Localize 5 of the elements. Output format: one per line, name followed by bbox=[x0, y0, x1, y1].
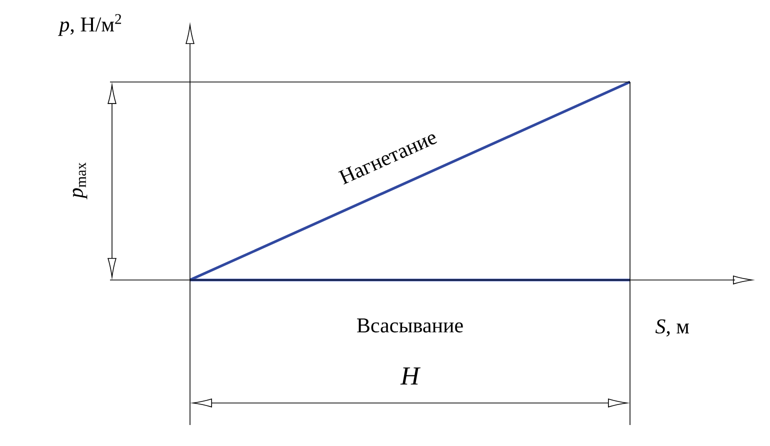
y-axis-title: p, Н/м$^{2}$ bbox=[58, 14, 122, 36]
text: H bbox=[400, 367, 421, 384]
series-label: Всасывание bbox=[357, 318, 463, 333]
text: p$_{max}$ bbox=[72, 162, 88, 200]
x-axis-title: S, м bbox=[655, 319, 689, 337]
